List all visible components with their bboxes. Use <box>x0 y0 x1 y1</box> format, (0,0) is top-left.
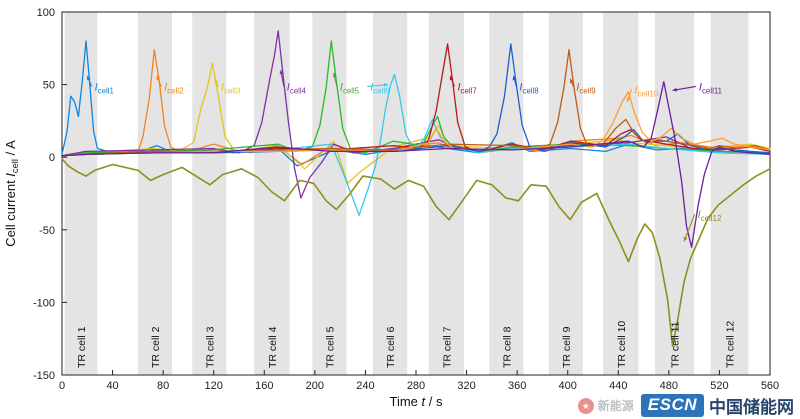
annotation-arrowhead-cell6 <box>383 82 389 87</box>
x-tick-label: 80 <box>157 380 169 392</box>
tr-band-label-7: TR cell 7 <box>441 326 453 368</box>
tr-band-label-9: TR cell 9 <box>561 326 573 368</box>
series-label-cell4: Icell4 <box>287 81 307 95</box>
x-tick-label: 120 <box>205 380 223 392</box>
tr-band-label-10: TR cell 10 <box>616 321 628 368</box>
series-label-cell9: Icell9 <box>576 81 596 95</box>
annotation-arrowhead-cell1 <box>87 75 91 81</box>
tr-band-11 <box>654 12 695 375</box>
annotation-arrowhead-cell9 <box>569 78 574 84</box>
annotation-arrowhead-cell5 <box>332 72 337 78</box>
tr-band-1 <box>64 12 98 375</box>
y-tick-label: -100 <box>33 297 55 309</box>
series-label-cell8: Icell8 <box>519 81 539 95</box>
series-line-cell12 <box>61 157 771 347</box>
tr-band-label-1: TR cell 1 <box>76 326 88 368</box>
x-tick-label: 560 <box>761 380 779 392</box>
x-tick-label: 400 <box>559 380 577 392</box>
series-line-cell11 <box>61 81 771 248</box>
annotation-arrowhead-cell3 <box>214 78 219 84</box>
annotation-arrowhead-cell11 <box>672 87 677 92</box>
x-tick-label: 440 <box>609 380 627 392</box>
series-label-cell6: Icell6 <box>370 81 390 95</box>
tr-band-5 <box>312 12 347 375</box>
tr-band-label-2: TR cell 2 <box>150 326 162 368</box>
annotation-arrowhead-cell8 <box>512 75 517 81</box>
series-label-cell3: Icell3 <box>221 81 241 95</box>
tr-band-label-4: TR cell 4 <box>267 326 279 368</box>
series-label-cell10: Icell10 <box>634 84 658 98</box>
tr-band-8 <box>489 12 524 375</box>
y-tick-label: 50 <box>43 80 55 92</box>
series-label-cell7: Icell7 <box>457 81 476 95</box>
tr-band-label-12: TR cell 12 <box>725 321 737 368</box>
annotation-arrowhead-cell12 <box>683 236 688 242</box>
tr-band-10 <box>603 12 639 375</box>
annotation-arrowhead-cell2 <box>156 75 161 81</box>
tr-band-label-5: TR cell 5 <box>324 326 336 368</box>
y-tick-label: -50 <box>39 225 55 237</box>
x-tick-label: 40 <box>106 380 118 392</box>
tr-band-label-3: TR cell 3 <box>204 326 216 368</box>
tr-band-label-8: TR cell 8 <box>501 326 513 368</box>
x-tick-label: 200 <box>306 380 324 392</box>
series-line-cell9 <box>61 49 771 157</box>
series-label-cell5: Icell5 <box>340 81 360 95</box>
tr-band-2 <box>137 12 172 375</box>
x-axis-label: Time t / s <box>390 394 443 409</box>
tr-band-4 <box>254 12 290 375</box>
x-tick-label: 320 <box>457 380 475 392</box>
tr-band-3 <box>192 12 227 375</box>
annotation-arrowhead-cell10 <box>626 97 631 103</box>
x-tick-label: 240 <box>356 380 374 392</box>
x-tick-label: 0 <box>59 380 65 392</box>
x-tick-label: 160 <box>255 380 273 392</box>
y-tick-label: 100 <box>37 7 55 19</box>
x-tick-label: 280 <box>407 380 425 392</box>
annotation-arrow-cell12 <box>683 213 696 242</box>
y-axis-label: Cell current Icell / A <box>3 140 20 247</box>
series-label-cell11: Icell11 <box>699 81 722 95</box>
annotation-arrowhead-cell4 <box>279 70 284 75</box>
annotation-arrowhead-cell7 <box>449 75 454 81</box>
tr-band-12 <box>710 12 749 375</box>
series-label-cell1: Icell1 <box>95 81 114 95</box>
series-label-cell12: Icell12 <box>698 209 722 223</box>
series-line-cell3 <box>61 62 771 184</box>
x-tick-label: 480 <box>660 380 678 392</box>
tr-band-9 <box>548 12 583 375</box>
series-line-cell5 <box>61 40 771 157</box>
tr-band-label-6: TR cell 6 <box>385 326 397 368</box>
series-line-cell2 <box>61 49 771 166</box>
tr-band-7 <box>428 12 465 375</box>
x-tick-label: 520 <box>710 380 728 392</box>
y-tick-label: -150 <box>33 370 55 382</box>
series-label-cell2: Icell2 <box>164 81 183 95</box>
x-tick-label: 360 <box>508 380 526 392</box>
y-tick-label: 0 <box>49 152 55 164</box>
tr-band-6 <box>373 12 408 375</box>
tr-band-label-11: TR cell 11 <box>670 321 682 368</box>
